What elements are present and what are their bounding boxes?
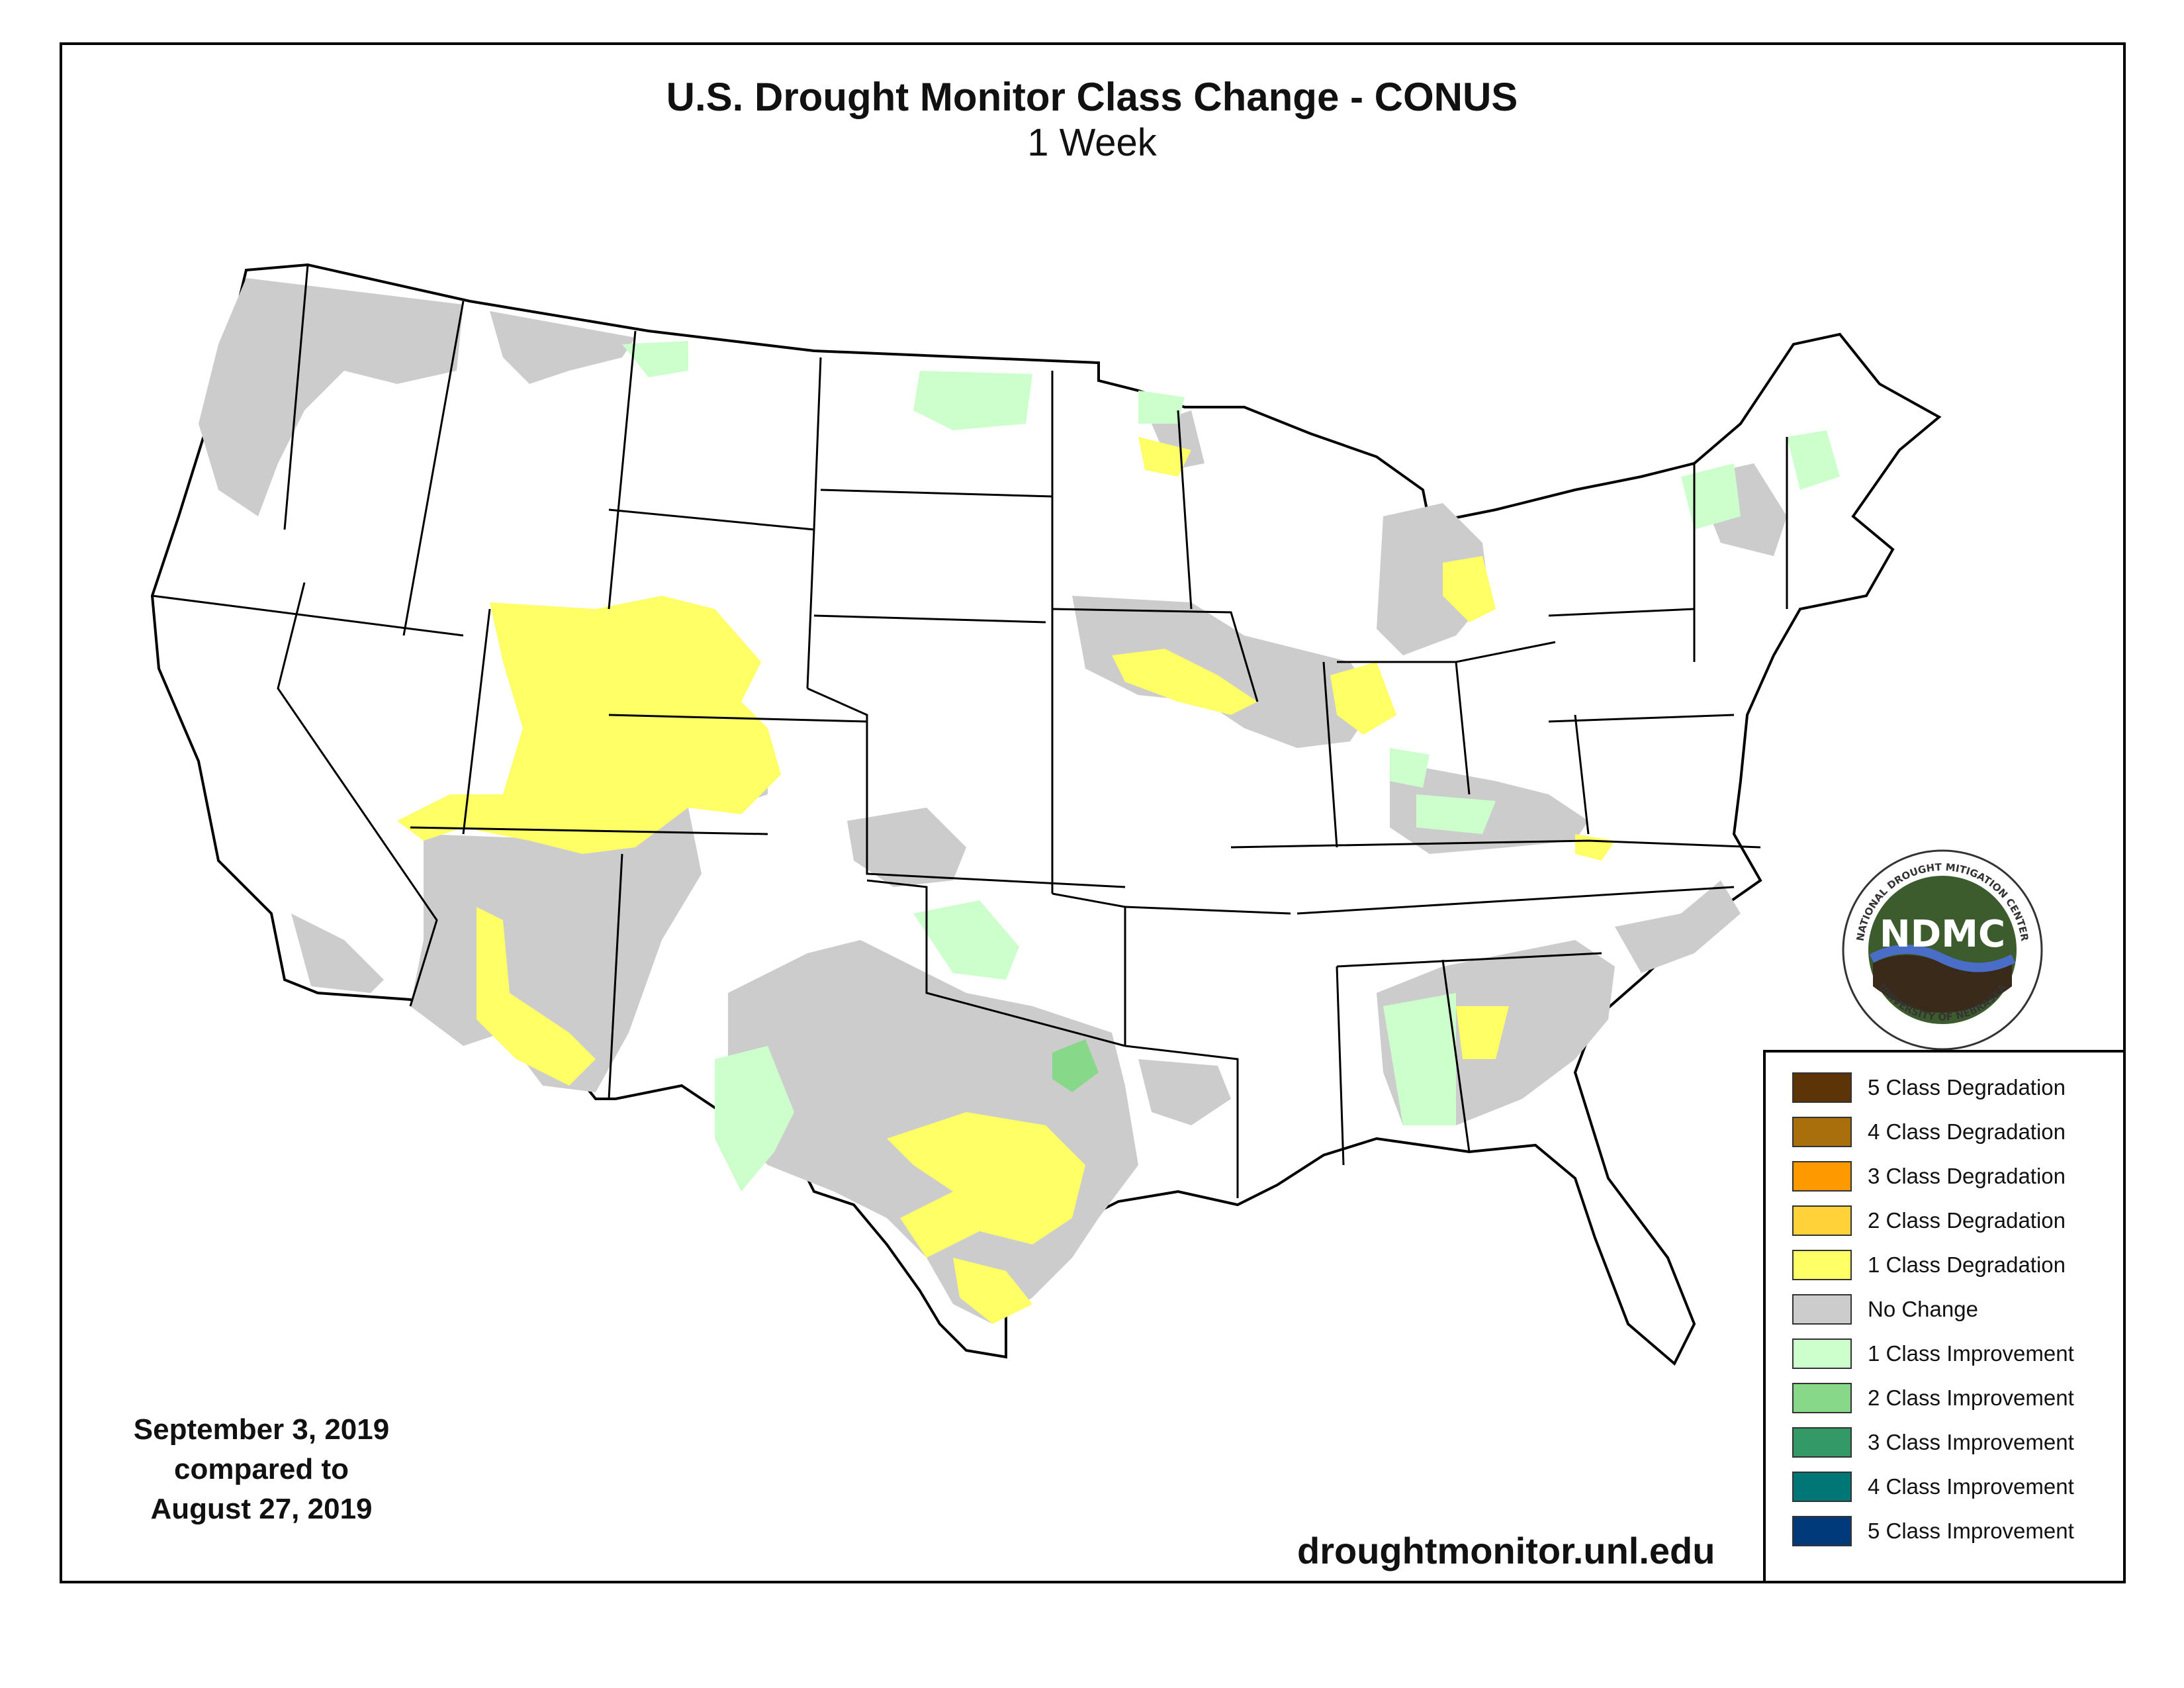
legend-swatch [1792,1383,1852,1413]
legend-swatch [1792,1250,1852,1280]
date-compared-to: compared to [173,1453,349,1485]
legend-label: No Change [1868,1297,1978,1321]
nochange-california [291,914,384,993]
nochange-michigan [1377,503,1489,655]
nochange-pacific-nw [199,278,463,516]
date-comparison: September 3, 2019 compared to August 27,… [93,1410,430,1529]
legend-label: 2 Class Degradation [1868,1208,2066,1233]
state-borders [152,264,1788,1198]
nochange-idaho-panhandle [490,311,635,384]
imp1-texas-west [715,1046,794,1192]
deg1-texas-central [887,1112,1085,1258]
legend-label: 4 Class Improvement [1868,1474,2074,1499]
legend-item: 4 Class Improvement [1792,1470,2074,1503]
legend-swatch [1792,1117,1852,1147]
deg1-texas-gulf [953,1258,1032,1324]
deg1-illinois-indiana [1112,649,1257,715]
deg1-minnesota-ne [1138,437,1191,477]
legend-swatch [1792,1161,1852,1192]
legend-item: 2 Class Improvement [1792,1382,2074,1415]
imp1-new-york [1681,463,1741,530]
legend-swatch [1792,1072,1852,1103]
legend-swatch [1792,1427,1852,1458]
nochange-minnesota [1152,410,1205,470]
legend-item: 4 Class Degradation [1792,1115,2066,1149]
deg1-georgia [1456,1006,1509,1059]
improvement-1-regions [622,341,1840,1192]
legend-item: 3 Class Degradation [1792,1160,2066,1193]
deg1-arizona [477,907,596,1086]
nochange-oklahoma [847,808,966,887]
imp1-minnesota [1138,391,1185,424]
imp1-indiana [1390,748,1430,788]
legend-swatch [1792,1205,1852,1236]
legend-label: 1 Class Improvement [1868,1341,2074,1366]
logo-earth [1873,955,2012,1013]
legend-item: 1 Class Improvement [1792,1337,2074,1370]
imp1-alabama-georgia [1383,993,1456,1125]
ndmc-logo: NDMC NATIONAL DROUGHT MITIGATION CENTER … [1842,849,2043,1051]
legend-item: 5 Class Degradation [1792,1071,2066,1104]
deg1-utah-wyoming [397,596,781,854]
legend-label: 5 Class Improvement [1868,1519,2074,1543]
nochange-arkansas-louisiana [1138,1059,1231,1125]
legend-label: 3 Class Degradation [1868,1164,2066,1188]
legend-label: 3 Class Improvement [1868,1430,2074,1454]
legend-label: 4 Class Degradation [1868,1119,2066,1144]
date-current: September 3, 2019 [133,1413,390,1446]
imp1-oklahoma [913,900,1019,980]
website-link[interactable]: droughtmonitor.unl.edu [1297,1530,1715,1571]
logo-acronym: NDMC [1880,913,2005,956]
nochange-carolinas [1615,880,1741,973]
legend-swatch [1792,1294,1852,1325]
legend-item: 3 Class Improvement [1792,1426,2074,1459]
legend-item: 5 Class Improvement [1792,1515,2074,1548]
date-previous: August 27, 2019 [150,1493,373,1525]
logo-water [1869,945,2016,972]
legend-swatch [1792,1516,1852,1546]
legend: 5 Class Degradation 4 Class Degradation 3 … [1763,1050,2126,1583]
legend-label: 1 Class Degradation [1868,1252,2066,1277]
imp1-north-dakota [913,371,1032,430]
degradation-1-regions [397,437,1615,1324]
nochange-iowa-illinois [1072,596,1377,748]
imp1-montana-ne [622,341,688,377]
map-title: U.S. Drought Monitor Class Change - CONU… [666,75,1518,119]
map-subtitle: 1 Week [1027,121,1157,164]
deg1-indiana-ohio [1330,662,1396,735]
legend-label: 2 Class Improvement [1868,1385,2074,1410]
deg1-michigan [1443,556,1496,622]
legend-item: 1 Class Degradation [1792,1248,2066,1282]
legend-swatch [1792,1338,1852,1369]
imp1-new-england [1787,430,1840,490]
legend-item: 2 Class Degradation [1792,1204,2066,1237]
legend-label: 5 Class Degradation [1868,1075,2066,1100]
legend-item: No Change [1792,1293,1978,1326]
imp1-kentucky [1416,794,1496,834]
legend-swatch [1792,1472,1852,1502]
imp2-texas-ne [1052,1039,1099,1092]
